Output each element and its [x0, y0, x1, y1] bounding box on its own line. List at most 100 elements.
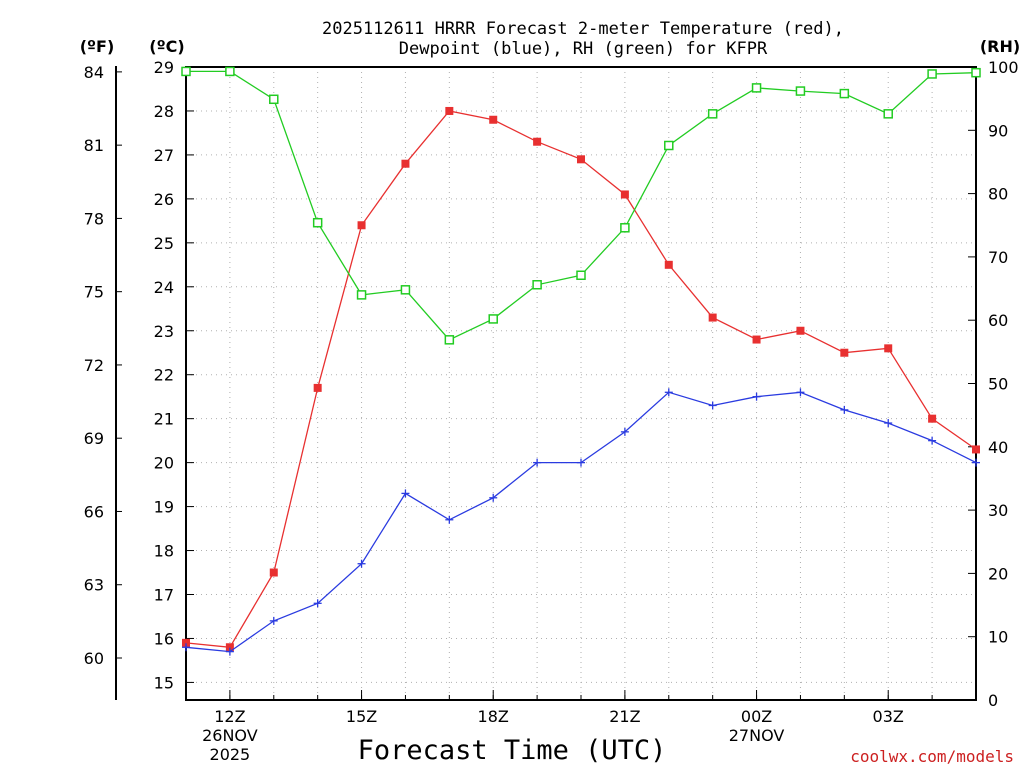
- celsius-tick-label: 23: [154, 322, 174, 341]
- rh-tick-label: 80: [988, 185, 1008, 204]
- dewpoint-point: [752, 392, 761, 401]
- temperature-point: [269, 568, 278, 577]
- rh-series-line: [186, 70, 977, 341]
- rh-point: [400, 285, 411, 295]
- dewpoint-point: [884, 419, 893, 428]
- temperature-point: [445, 106, 454, 115]
- fahrenheit-tick-label: 60: [84, 649, 104, 668]
- rh-point: [225, 66, 235, 77]
- rh-point: [576, 270, 586, 281]
- rh-tick-label: 40: [988, 438, 1008, 457]
- celsius-tick-label: 20: [154, 454, 174, 473]
- temperature-point: [796, 326, 805, 335]
- rh-point: [532, 280, 542, 290]
- rh-point: [488, 314, 498, 324]
- temperature-point: [357, 221, 366, 230]
- rh-point: [620, 223, 630, 233]
- fahrenheit-tick-label: 66: [84, 502, 104, 521]
- dewpoint-point: [357, 559, 366, 568]
- fahrenheit-tick-label: 81: [84, 136, 104, 155]
- temperature-point: [313, 383, 322, 392]
- chart-title-line2: Dewpoint (blue), RH (green) for KFPR: [399, 39, 768, 59]
- x-tick-label: 21Z: [609, 707, 640, 726]
- rh-point: [883, 109, 893, 119]
- celsius-tick-label: 22: [154, 366, 174, 385]
- temperature-point: [884, 344, 893, 353]
- fahrenheit-tick-label: 75: [84, 283, 104, 302]
- rh-point: [312, 217, 323, 228]
- dewpoint-point: [182, 643, 190, 652]
- dewpoint-point: [928, 436, 937, 445]
- rh-point: [839, 88, 850, 99]
- dewpoint-point: [533, 458, 542, 467]
- fahrenheit-tick-label: 63: [84, 576, 104, 595]
- rh-point: [444, 335, 455, 345]
- temperature-point: [225, 643, 234, 652]
- dewpoint-point: [313, 599, 322, 608]
- temperature-point: [708, 313, 717, 322]
- dewpoint-point: [708, 401, 717, 410]
- rh-unit-label: (RH): [980, 37, 1020, 56]
- rh-tick-label: 0: [988, 691, 998, 710]
- rh-tick-label: 90: [988, 121, 1008, 140]
- fahrenheit-tick-label: 69: [84, 429, 104, 448]
- temperature-point: [752, 335, 761, 344]
- rh-tick-label: 10: [988, 628, 1008, 647]
- temperature-point: [664, 260, 673, 269]
- temperature-point: [577, 155, 585, 164]
- credit-text: coolwx.com/models: [850, 747, 1014, 766]
- dewpoint-point: [620, 427, 629, 436]
- celsius-tick-label: 15: [154, 673, 174, 692]
- rh-tick-label: 70: [988, 248, 1008, 267]
- dewpoint-point: [840, 405, 849, 414]
- rh-point: [707, 109, 718, 119]
- rh-point: [927, 69, 937, 79]
- dewpoint-point: [664, 388, 673, 397]
- rh-tick-label: 50: [988, 375, 1008, 394]
- rh-tick-label: 100: [988, 58, 1019, 77]
- dewpoint-point: [401, 489, 410, 498]
- celsius-tick-label: 18: [154, 542, 174, 561]
- temperature-point: [401, 159, 410, 168]
- temperature-point: [182, 638, 190, 647]
- rh-point: [971, 67, 981, 78]
- temperature-point: [928, 414, 937, 423]
- celsius-tick-label: 24: [154, 278, 174, 297]
- dewpoint-point: [445, 515, 454, 524]
- data-series: [181, 66, 981, 656]
- dewpoint-point: [269, 616, 278, 625]
- celsius-tick-label: 29: [154, 58, 174, 77]
- dewpoint-point: [972, 458, 980, 467]
- x-axis-label: Forecast Time (UTC): [358, 735, 667, 766]
- x-tick-year: 2025: [210, 745, 251, 764]
- x-tick-label: 12Z: [214, 707, 245, 726]
- rh-tick-label: 20: [988, 564, 1008, 583]
- celsius-tick-label: 17: [154, 586, 174, 605]
- temperature-point: [840, 348, 849, 357]
- celsius-tick-label: 25: [154, 234, 174, 253]
- x-tick-label: 15Z: [346, 707, 377, 726]
- celsius-tick-label: 19: [154, 498, 174, 517]
- x-tick-label: 00Z: [741, 707, 772, 726]
- fahrenheit-tick-label: 78: [84, 209, 104, 228]
- dewpoint-point: [577, 458, 585, 467]
- fahrenheit-tick-label: 72: [84, 356, 104, 375]
- dewpoint-point: [796, 388, 805, 397]
- rh-tick-label: 30: [988, 501, 1008, 520]
- x-tick-label: 18Z: [478, 707, 509, 726]
- temperature-point: [972, 445, 980, 454]
- rh-tick-label: 60: [988, 311, 1008, 330]
- x-tick-date: 26NOV: [202, 726, 258, 745]
- celsius-tick-label: 21: [154, 410, 174, 429]
- rh-point: [269, 94, 279, 105]
- dewpoint-point: [489, 493, 498, 502]
- axis-ticks: 15 16 17 18 19 20 21 22 23 24 25 26 27 28 29 60 63 66 69 72…: [84, 58, 1019, 764]
- rh-point: [751, 83, 762, 93]
- rh-point: [181, 66, 191, 77]
- x-tick-label: 03Z: [873, 707, 904, 726]
- fahrenheit-tick-label: 84: [84, 63, 104, 82]
- temperature-point: [489, 115, 498, 124]
- dewpoint-point: [225, 647, 234, 656]
- rh-point: [664, 140, 674, 151]
